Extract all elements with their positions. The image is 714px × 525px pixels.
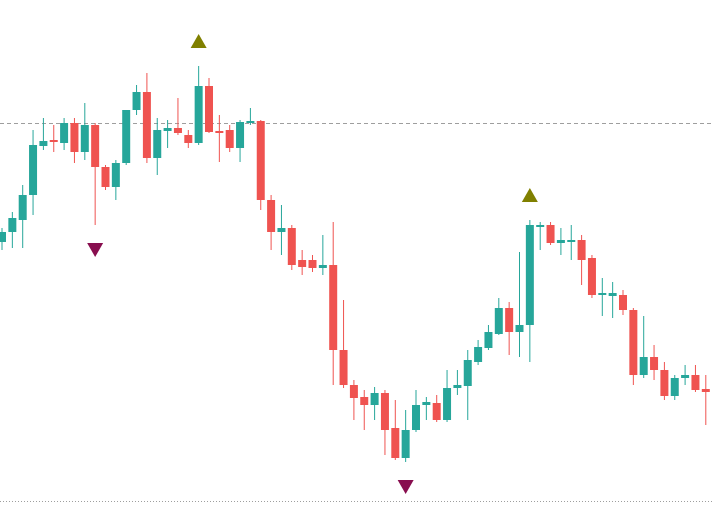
candle-body: [412, 405, 420, 430]
candle-body: [70, 123, 79, 152]
candle-body: [525, 225, 534, 325]
candle-body: [349, 385, 358, 398]
candle-body: [132, 92, 141, 110]
candle-body: [463, 360, 472, 386]
candle-body: [587, 258, 596, 295]
candle-body: [18, 195, 27, 220]
candle-body: [225, 130, 234, 148]
signal-marker: [397, 480, 414, 494]
candle-body: [650, 357, 659, 370]
candle-body: [287, 228, 296, 265]
candle-body: [29, 145, 38, 195]
candle-body: [360, 397, 369, 405]
candle-body: [670, 378, 679, 396]
candle-body: [629, 310, 638, 375]
candle-body: [567, 240, 576, 242]
candle-body: [236, 122, 245, 148]
candle-body: [484, 332, 493, 348]
candle-body: [660, 370, 669, 396]
candle-body: [443, 388, 452, 420]
candle-body: [474, 347, 483, 362]
candle-body: [308, 260, 317, 268]
candle-body: [619, 295, 627, 310]
candle-body: [494, 308, 503, 334]
candle-body: [111, 163, 120, 187]
candle-body: [80, 125, 89, 152]
candle-body: [556, 240, 565, 243]
candle-body: [91, 125, 100, 167]
candle-body: [608, 293, 617, 296]
candle-body: [536, 225, 545, 227]
candle-body: [8, 218, 17, 232]
candle-body: [215, 131, 224, 133]
signal-marker: [190, 34, 207, 48]
candle-body: [598, 293, 607, 295]
candle-body: [681, 375, 690, 378]
candle-body: [205, 86, 213, 132]
candle-body: [577, 240, 586, 260]
candle-body: [432, 403, 441, 420]
candle-body: [163, 128, 172, 131]
candle-body: [701, 389, 710, 392]
signal-marker: [87, 243, 104, 257]
candle-body: [277, 228, 286, 232]
candle-body: [401, 430, 410, 458]
candle-body: [639, 357, 648, 375]
candle-body: [49, 140, 58, 142]
candle-body: [453, 385, 462, 388]
candle-body: [505, 308, 514, 332]
candle-body: [101, 167, 110, 187]
candle-body: [122, 110, 131, 163]
candle-body: [515, 325, 524, 332]
candle-body: [370, 393, 379, 405]
candle-body: [173, 128, 182, 133]
signal-marker: [521, 188, 538, 202]
candle-body: [194, 86, 203, 143]
candle-body: [318, 265, 327, 268]
candle-body: [60, 123, 69, 143]
candle-body: [153, 130, 162, 158]
candle-body: [256, 121, 265, 200]
candle-body: [298, 260, 307, 267]
candle-body: [391, 428, 400, 458]
candle-body: [691, 375, 700, 390]
candle-body: [0, 232, 6, 242]
candle-body: [142, 92, 151, 158]
candle-body: [339, 350, 348, 385]
candle-body: [380, 393, 389, 430]
candle-body: [546, 225, 555, 243]
candle-body: [329, 265, 338, 350]
candle-body: [184, 135, 193, 143]
candle-body: [246, 121, 255, 123]
candle-body: [39, 141, 48, 146]
candle-body: [267, 200, 276, 232]
candle-body: [422, 402, 431, 405]
